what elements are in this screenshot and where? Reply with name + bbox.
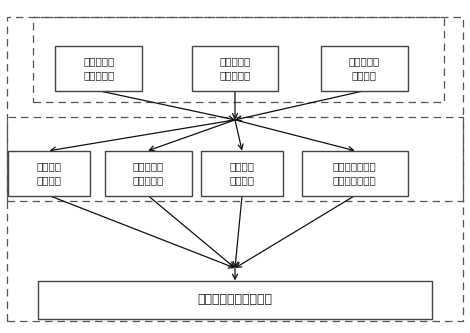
- Text: 横断面线
分析模块: 横断面线 分析模块: [229, 161, 255, 185]
- Bar: [38, 280, 432, 319]
- Bar: [8, 151, 90, 196]
- Text: 线路故障
处理模块: 线路故障 处理模块: [37, 161, 62, 185]
- Bar: [192, 46, 278, 91]
- Bar: [7, 117, 463, 201]
- Text: 地理信息三
维测量模块: 地理信息三 维测量模块: [83, 56, 114, 80]
- Text: 危险点自动检测
分析与预警模块: 危险点自动检测 分析与预警模块: [333, 161, 377, 185]
- Bar: [321, 46, 407, 91]
- Bar: [55, 46, 142, 91]
- Bar: [201, 151, 283, 196]
- Bar: [302, 151, 407, 196]
- Text: 线路交叉跨
越物模块: 线路交叉跨 越物模块: [349, 56, 380, 80]
- Text: 线路纵断面
线模拟模块: 线路纵断面 线模拟模块: [133, 161, 164, 185]
- Text: 线路属性数
据测量模块: 线路属性数 据测量模块: [219, 56, 251, 80]
- Bar: [104, 151, 192, 196]
- Bar: [33, 17, 444, 102]
- Text: 三维模拟模型显示系统: 三维模拟模型显示系统: [197, 293, 273, 306]
